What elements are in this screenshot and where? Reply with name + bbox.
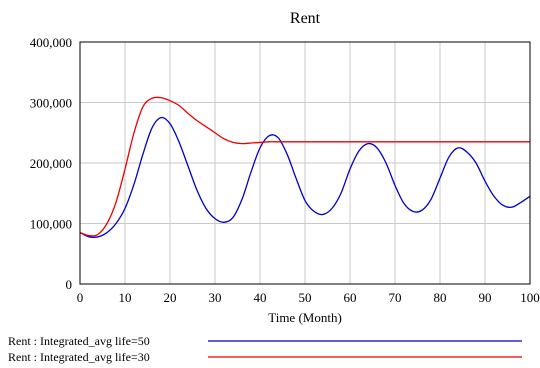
y-tick-label: 400,000 [30, 35, 72, 50]
x-tick-label: 80 [434, 290, 447, 305]
x-tick-label: 40 [254, 290, 267, 305]
series-lines [79, 96, 531, 238]
series-line-2 [79, 96, 530, 237]
y-axis-ticks: 0 100,000 200,000 300,000 400,000 [30, 35, 72, 292]
x-tick-label: 70 [389, 290, 402, 305]
grid-lines [80, 42, 530, 284]
y-tick-label: 0 [66, 277, 73, 292]
plot-frame [79, 41, 531, 285]
x-tick-label: 30 [209, 290, 222, 305]
y-tick-label: 200,000 [30, 156, 72, 171]
series-line-1 [79, 116, 531, 238]
legend-label: Rent : Integrated_avg life=50 [8, 334, 150, 348]
x-axis-ticks: 0 10 20 30 40 50 60 70 80 90 100 [77, 290, 540, 305]
x-tick-label: 0 [77, 290, 84, 305]
y-tick-label: 100,000 [30, 217, 72, 232]
x-tick-label: 100 [520, 290, 540, 305]
legend-label: Rent : Integrated_avg life=30 [8, 350, 150, 364]
x-tick-label: 10 [119, 290, 132, 305]
y-tick-label: 300,000 [30, 96, 72, 111]
x-tick-label: 90 [479, 290, 492, 305]
x-tick-label: 60 [344, 290, 357, 305]
chart-title: Rent [290, 10, 321, 27]
x-tick-label: 50 [299, 290, 312, 305]
legend: Rent : Integrated_avg life=50 Rent : Inte… [8, 334, 522, 364]
x-axis-label: Time (Month) [268, 310, 342, 325]
x-tick-label: 20 [164, 290, 177, 305]
